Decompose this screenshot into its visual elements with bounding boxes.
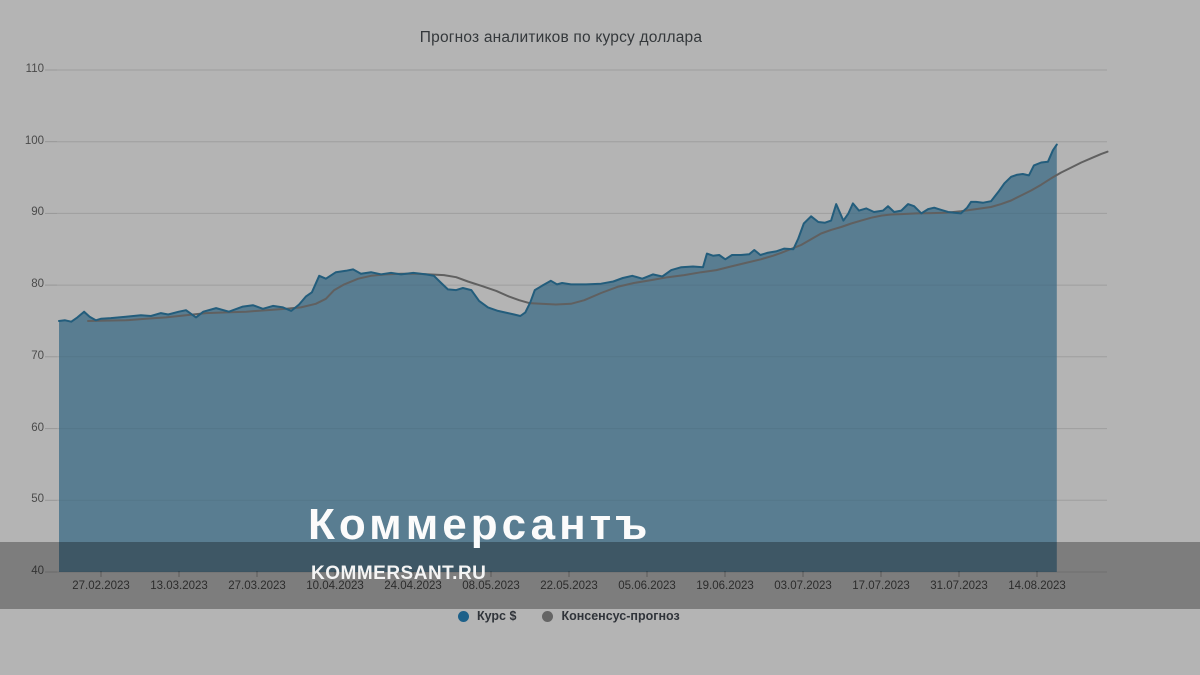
legend-item-kurs[interactable]: Курс $ [458,609,516,623]
legend-label-consensus: Консенсус-прогноз [561,609,680,623]
consensus-line [87,150,1109,322]
x-axis-label: 17.07.2023 [852,580,910,592]
kommersant-logo: Коммерсантъ [308,500,652,549]
y-axis-label: 70 [31,349,44,362]
y-axis-label: 60 [31,421,44,434]
y-axis-label: 50 [31,493,44,506]
legend: Курс $ Консенсус-прогноз [458,609,680,623]
kurs-dot-icon [458,610,469,622]
legend-item-consensus[interactable]: Консенсус-прогноз [542,609,680,623]
y-axis-label: 110 [25,63,44,75]
chart-title: Прогноз аналитиков по курсу доллара [419,29,703,46]
x-axis-label: 27.03.2023 [228,580,286,592]
x-axis-label: 08.05.2023 [462,580,520,592]
x-axis-label: 27.02.2023 [72,580,130,592]
x-axis-label: 22.05.2023 [540,580,598,592]
x-axis-label: 24.04.2023 [384,580,442,592]
y-axis-label: 40 [31,564,44,577]
x-axis-label: 13.03.2023 [150,580,208,592]
x-axis-label: 05.06.2023 [618,580,676,592]
y-axis-label: 100 [24,134,44,147]
consensus-dot-icon [542,610,554,622]
kommersant-site-label: KOMMERSANT.RU [311,563,487,584]
kurs-area [59,144,1057,572]
x-axis-label: 31.07.2023 [930,580,988,592]
kurs-line [58,143,1058,323]
x-axis-label: 03.07.2023 [774,580,832,592]
y-axis-label: 80 [31,278,44,291]
y-axis-label: 90 [31,206,44,219]
x-axis-label: 14.08.2023 [1008,580,1066,592]
x-axis-label: 10.04.2023 [306,580,364,592]
x-axis-label: 19.06.2023 [696,580,754,592]
legend-label-kurs: Курс $ [477,609,517,623]
